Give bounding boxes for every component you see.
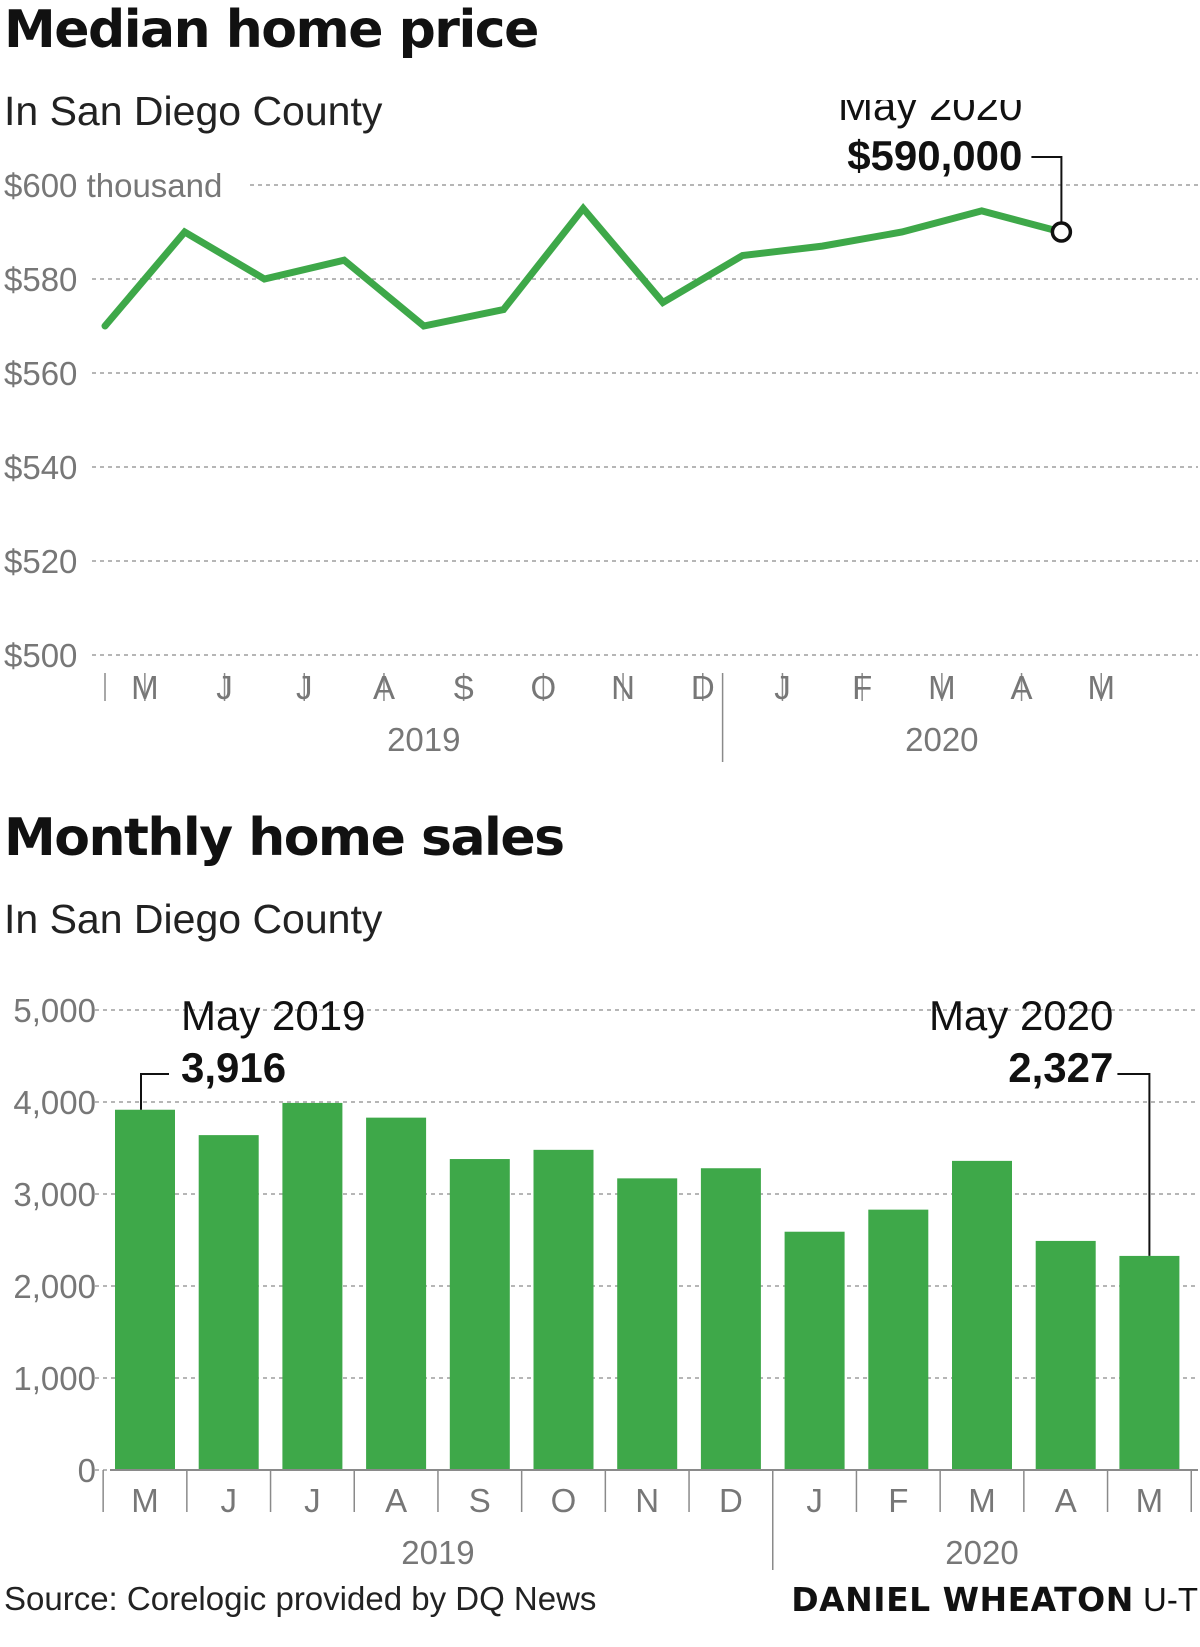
sales-x-tick-label: J: [806, 1482, 823, 1519]
price-x-tick-label: M: [928, 669, 956, 706]
credit-org: U-T: [1143, 1581, 1198, 1618]
sales-annotation-date: May 2020: [929, 992, 1113, 1039]
price-y-tick-label: $520: [4, 543, 77, 580]
price-x-tick-label: J: [296, 669, 313, 706]
sales-annotation-date: May 2019: [181, 992, 365, 1039]
sales-y-tick-label: 3,000: [13, 1176, 96, 1213]
sales-year-label: 2020: [945, 1534, 1018, 1570]
sales-x-tick-label: J: [220, 1482, 237, 1519]
sales-x-tick-label: M: [131, 1482, 159, 1519]
sales-bar: [868, 1209, 929, 1470]
price-x-tick-label: A: [373, 669, 395, 706]
price-y-tick-label: $560: [4, 355, 77, 392]
price-chart-title: Median home price: [4, 0, 539, 60]
sales-bar: [282, 1102, 343, 1470]
sales-annotation-value: 3,916: [181, 1044, 286, 1091]
sales-y-tick-label: 0: [78, 1452, 96, 1489]
sales-x-tick-label: S: [469, 1482, 491, 1519]
price-y-tick-label: $500: [4, 637, 77, 674]
sales-x-tick-label: A: [1055, 1482, 1077, 1519]
sales-x-tick-label: F: [888, 1482, 908, 1519]
sales-x-tick-label: M: [968, 1482, 996, 1519]
price-x-tick-label: M: [1088, 669, 1116, 706]
sales-bar: [617, 1178, 678, 1470]
sales-bar: [700, 1168, 761, 1470]
sales-bar: [366, 1117, 427, 1470]
price-y-tick-label: $580: [4, 261, 77, 298]
source-note: Source: Corelogic provided by DQ News: [4, 1580, 597, 1617]
sales-x-tick-label: N: [635, 1482, 659, 1519]
sales-year-label: 2019: [401, 1534, 474, 1570]
price-x-tick-label: D: [691, 669, 715, 706]
price-y-tick-label: $540: [4, 449, 77, 486]
price-x-tick-label: J: [216, 669, 233, 706]
credit-name: DANIEL WHEATON: [791, 1580, 1134, 1619]
sales-chart-title: Monthly home sales: [4, 808, 565, 868]
price-x-tick-label: O: [531, 669, 557, 706]
price-chart-subtitle: In San Diego County: [4, 88, 383, 134]
price-year-label: 2019: [387, 721, 460, 758]
sales-y-tick-label: 5,000: [13, 992, 96, 1029]
sales-annotation-leader: [1117, 1073, 1151, 1256]
sales-y-tick-label: 1,000: [13, 1360, 96, 1397]
price-y-tick-label: $600 thousand: [4, 167, 222, 204]
sales-x-tick-label: J: [304, 1482, 321, 1519]
credit-line: DANIEL WHEATON U-T: [791, 1580, 1198, 1619]
sales-bar: [1119, 1255, 1180, 1470]
sales-x-tick-label: O: [551, 1482, 577, 1519]
sales-bar: [198, 1135, 259, 1470]
sales-bar: [1035, 1240, 1096, 1470]
sales-bar: [449, 1159, 510, 1470]
price-x-tick-label: F: [852, 669, 872, 706]
price-annotation-date: May 2020: [838, 100, 1022, 129]
price-x-tick-label: M: [131, 669, 159, 706]
price-series-line: [101, 202, 1065, 330]
price-x-tick-label: S: [453, 669, 475, 706]
price-x-tick-label: N: [611, 669, 635, 706]
price-annotation-marker: [1050, 221, 1073, 243]
sales-bar: [784, 1231, 845, 1470]
sales-x-tick-label: D: [719, 1482, 743, 1519]
sales-annotation-leader: [140, 1073, 169, 1110]
price-x-tick-label: J: [774, 669, 791, 706]
price-line-chart: $600 thousand $580 $560 $540 $520 $500 M J J A S O N…: [4, 100, 1198, 762]
sales-annotation-value: 2,327: [1008, 1044, 1113, 1091]
sales-bar: [533, 1149, 594, 1470]
sales-bar: [115, 1109, 175, 1470]
price-x-tick-label: A: [1011, 669, 1033, 706]
sales-chart-subtitle: In San Diego County: [4, 896, 383, 942]
price-annotation-value: $590,000: [847, 132, 1022, 179]
sales-bar: [952, 1160, 1012, 1470]
sales-x-tick-label: A: [385, 1482, 407, 1519]
sales-x-tick-label: M: [1136, 1482, 1164, 1519]
price-year-label: 2020: [905, 721, 978, 758]
price-annotation-leader: [1031, 156, 1063, 223]
sales-y-tick-label: 2,000: [13, 1268, 96, 1305]
sales-y-tick-label: 4,000: [13, 1084, 96, 1121]
